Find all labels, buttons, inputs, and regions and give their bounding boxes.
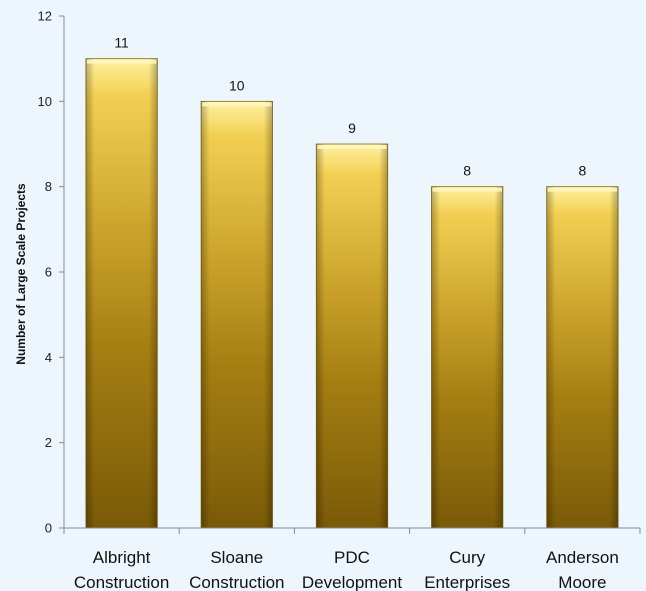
category-label: Construction (189, 573, 284, 591)
data-label: 11 (114, 35, 129, 51)
bar-4 (431, 186, 504, 529)
bar-5 (546, 186, 619, 529)
y-tick-label: 2 (45, 435, 52, 450)
bar-shading (85, 58, 158, 529)
y-tick-label: 12 (38, 9, 52, 24)
y-axis-title: Number of Large Scale Projects (14, 183, 28, 365)
bar-shading (546, 186, 619, 528)
category-label: Albright (93, 548, 151, 567)
y-tick-label: 6 (45, 265, 52, 280)
bar-shading (431, 186, 503, 528)
bars-layer (85, 58, 619, 529)
category-labels: Albright Construction Sloane Construction PD… (74, 548, 619, 591)
category-label: Cury (449, 548, 485, 567)
data-labels: 11 10 9 8 8 (114, 35, 586, 179)
data-label: 10 (229, 77, 245, 93)
bar-highlight (202, 102, 272, 107)
category-label: Development (302, 573, 402, 591)
bar-shading (316, 144, 388, 528)
data-label: 9 (348, 120, 356, 136)
bar-2 (200, 100, 273, 529)
bar-3 (315, 143, 389, 529)
y-tick-label: 0 (45, 521, 52, 536)
category-label: Enterprises (424, 573, 510, 591)
bar-highlight (317, 145, 387, 149)
bar-highlight (547, 187, 618, 192)
y-tick-label: 8 (45, 179, 52, 194)
y-tick-label: 4 (45, 350, 52, 365)
category-label: Sloane (210, 548, 263, 567)
category-label: PDC (334, 548, 370, 567)
y-axis-ticks: 0 2 4 6 8 10 12 (38, 9, 641, 536)
bar-highlight (86, 59, 157, 64)
data-label: 8 (463, 163, 471, 179)
data-label: 8 (579, 163, 587, 179)
bar-highlight (432, 187, 502, 192)
category-label: Moore (558, 573, 606, 591)
bar-shading (201, 101, 273, 528)
y-tick-label: 10 (38, 94, 52, 109)
category-label: Anderson (546, 548, 619, 567)
bar-1 (85, 58, 158, 529)
category-label: Construction (74, 573, 169, 591)
